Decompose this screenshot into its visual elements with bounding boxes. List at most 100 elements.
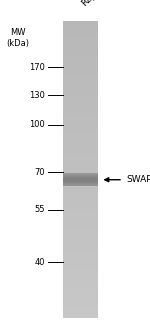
Bar <box>63 132 98 136</box>
Bar <box>63 84 98 88</box>
Bar <box>63 277 98 281</box>
Bar <box>63 182 98 183</box>
Bar <box>63 176 98 181</box>
Bar <box>63 174 98 175</box>
Bar <box>63 76 98 81</box>
Text: Raji: Raji <box>80 0 98 8</box>
Text: 170: 170 <box>29 63 45 72</box>
Bar <box>63 65 98 70</box>
Bar <box>63 180 98 181</box>
Bar <box>63 184 98 188</box>
Bar <box>63 128 98 133</box>
Bar <box>63 178 98 179</box>
Text: SWAP70: SWAP70 <box>126 175 150 184</box>
Bar <box>63 173 98 177</box>
Text: 100: 100 <box>29 120 45 129</box>
Bar <box>63 151 98 155</box>
Bar <box>63 117 98 121</box>
Bar <box>63 88 98 92</box>
Bar <box>63 178 98 179</box>
Bar <box>63 221 98 225</box>
Bar <box>63 35 98 40</box>
Bar <box>63 251 98 255</box>
Text: 55: 55 <box>34 205 45 215</box>
Bar <box>63 299 98 303</box>
Bar <box>63 28 98 32</box>
Bar <box>63 158 98 162</box>
Bar <box>63 91 98 95</box>
Bar <box>63 303 98 307</box>
Bar <box>63 195 98 199</box>
Bar <box>63 284 98 289</box>
Bar <box>63 181 98 182</box>
Bar <box>63 39 98 44</box>
Bar <box>63 179 98 180</box>
Bar <box>63 147 98 151</box>
Bar <box>63 273 98 277</box>
Bar <box>63 184 98 185</box>
Bar <box>63 174 98 175</box>
Bar <box>63 47 98 51</box>
Bar <box>63 247 98 251</box>
Bar <box>63 202 98 207</box>
Bar <box>63 58 98 62</box>
Text: 40: 40 <box>34 258 45 267</box>
Bar <box>63 173 98 174</box>
Bar <box>63 181 98 182</box>
Bar <box>63 182 98 183</box>
Bar <box>63 179 98 180</box>
Bar <box>63 125 98 129</box>
Bar <box>63 236 98 240</box>
Bar <box>63 225 98 229</box>
Bar <box>63 217 98 222</box>
Bar <box>63 21 98 25</box>
Bar <box>63 232 98 236</box>
Bar <box>63 50 98 55</box>
Bar <box>63 269 98 274</box>
Bar <box>63 183 98 184</box>
Bar <box>63 43 98 47</box>
Bar <box>63 99 98 103</box>
Bar <box>63 214 98 218</box>
Bar <box>63 206 98 211</box>
Bar <box>63 80 98 84</box>
Bar <box>63 266 98 270</box>
Bar <box>63 176 98 177</box>
Bar <box>63 177 98 178</box>
Bar <box>63 169 98 174</box>
Bar <box>63 177 98 178</box>
Bar <box>63 162 98 166</box>
Bar <box>63 199 98 203</box>
Bar <box>63 292 98 296</box>
Text: 70: 70 <box>34 168 45 177</box>
Bar <box>63 72 98 77</box>
Bar <box>63 176 98 177</box>
Bar <box>63 180 98 185</box>
Bar <box>63 154 98 159</box>
Bar <box>63 188 98 192</box>
Bar <box>63 210 98 214</box>
Bar <box>63 295 98 299</box>
Bar <box>63 121 98 125</box>
Bar <box>63 239 98 244</box>
Bar <box>63 306 98 311</box>
Bar <box>63 139 98 144</box>
Bar <box>63 229 98 233</box>
Bar <box>63 113 98 118</box>
Bar <box>63 243 98 248</box>
Bar <box>63 288 98 292</box>
Bar <box>63 191 98 196</box>
Bar <box>63 61 98 66</box>
Bar <box>63 106 98 110</box>
Bar <box>63 24 98 29</box>
Bar <box>63 175 98 176</box>
Bar <box>63 314 98 318</box>
Bar <box>63 32 98 36</box>
Bar <box>63 180 98 181</box>
Bar <box>63 69 98 73</box>
Text: 130: 130 <box>29 91 45 100</box>
Bar <box>63 185 98 186</box>
Bar <box>63 143 98 148</box>
Bar <box>63 110 98 114</box>
Bar <box>63 262 98 266</box>
